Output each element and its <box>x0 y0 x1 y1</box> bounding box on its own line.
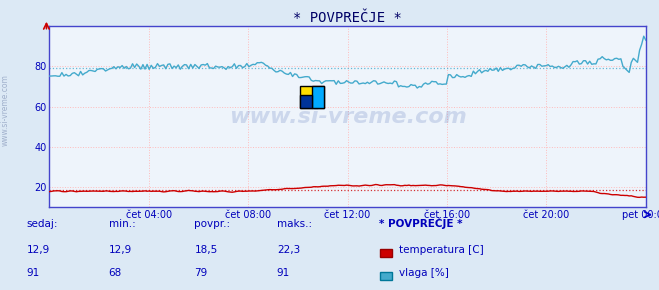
Text: 22,3: 22,3 <box>277 245 300 255</box>
Text: min.:: min.: <box>109 219 136 229</box>
Text: maks.:: maks.: <box>277 219 312 229</box>
FancyBboxPatch shape <box>300 95 312 108</box>
FancyBboxPatch shape <box>312 86 324 108</box>
Text: 68: 68 <box>109 269 122 278</box>
Text: 18,5: 18,5 <box>194 245 217 255</box>
Text: 12,9: 12,9 <box>26 245 49 255</box>
Text: * POVPREČJE *: * POVPREČJE * <box>379 217 463 229</box>
Text: sedaj:: sedaj: <box>26 219 58 229</box>
Text: www.si-vreme.com: www.si-vreme.com <box>229 107 467 127</box>
Title: * POVPREČJE *: * POVPREČJE * <box>293 11 402 25</box>
Text: 79: 79 <box>194 269 208 278</box>
Text: 12,9: 12,9 <box>109 245 132 255</box>
Text: 91: 91 <box>26 269 40 278</box>
Text: vlaga [%]: vlaga [%] <box>399 269 449 278</box>
FancyBboxPatch shape <box>300 86 324 108</box>
Text: povpr.:: povpr.: <box>194 219 231 229</box>
Text: temperatura [C]: temperatura [C] <box>399 245 484 255</box>
Text: www.si-vreme.com: www.si-vreme.com <box>1 74 10 146</box>
Text: 91: 91 <box>277 269 290 278</box>
